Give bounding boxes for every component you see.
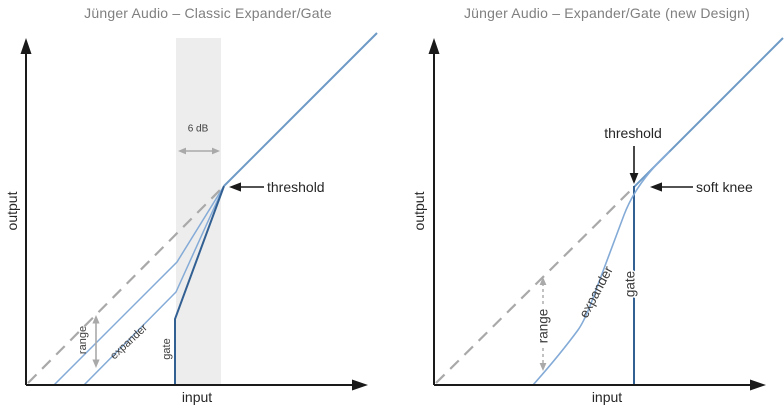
soft-knee-arrow-head <box>650 182 662 192</box>
gate-label: gate <box>161 338 173 359</box>
x-axis-head <box>750 379 766 391</box>
chart-new-design-expander-gate: Jünger Audio – Expander/Gate (new Design… <box>392 0 784 408</box>
range-arrow-head <box>92 359 100 368</box>
expander-small-range-line <box>53 185 225 386</box>
y-axis-head <box>20 38 32 54</box>
threshold-arrow-head <box>629 173 639 184</box>
gate-label: gate <box>623 271 638 297</box>
range-label: range <box>77 326 89 354</box>
threshold-label: threshold <box>604 125 662 141</box>
chart-title: Jünger Audio – Classic Expander/Gate <box>84 5 332 21</box>
unity-above-threshold-line <box>223 32 378 187</box>
range-arrow-top-head <box>539 277 547 285</box>
range-label: range <box>536 309 551 344</box>
expander-label: expander <box>108 322 150 362</box>
x-axis-label: input <box>592 389 622 405</box>
gate-line <box>174 185 225 385</box>
six-db-label: 6 dB <box>188 124 209 135</box>
threshold-arrow-head <box>229 182 241 192</box>
y-axis-head <box>428 38 440 54</box>
unity-reference-dashed-line <box>435 186 635 384</box>
expander-label: expander <box>576 263 616 320</box>
chart-classic-expander-gate: Jünger Audio – Classic Expander/Gate 6 d… <box>4 5 378 405</box>
soft-knee-label: soft knee <box>696 179 753 195</box>
x-axis-label: input <box>182 389 212 405</box>
threshold-label: threshold <box>267 179 325 195</box>
expander-large-range-line <box>83 185 225 386</box>
range-arrow-head <box>92 315 100 324</box>
x-axis-head <box>352 379 368 391</box>
y-axis-label: output <box>411 191 427 230</box>
six-db-width-arrow-head <box>212 147 220 155</box>
y-axis-label: output <box>4 191 20 230</box>
six-db-width-arrow-head <box>178 147 186 155</box>
chart-title: Jünger Audio – Expander/Gate (new Design… <box>463 5 751 21</box>
range-arrow-bottom-head <box>539 363 547 371</box>
chart-new-design-plot: threshold soft knee range expander gate input… <box>411 37 784 405</box>
chart-classic-plot: 6 dB threshold range expander gate input outpu… <box>4 32 378 405</box>
expander-soft-knee-curve <box>532 151 670 386</box>
unity-reference-dashed-line <box>27 185 225 384</box>
